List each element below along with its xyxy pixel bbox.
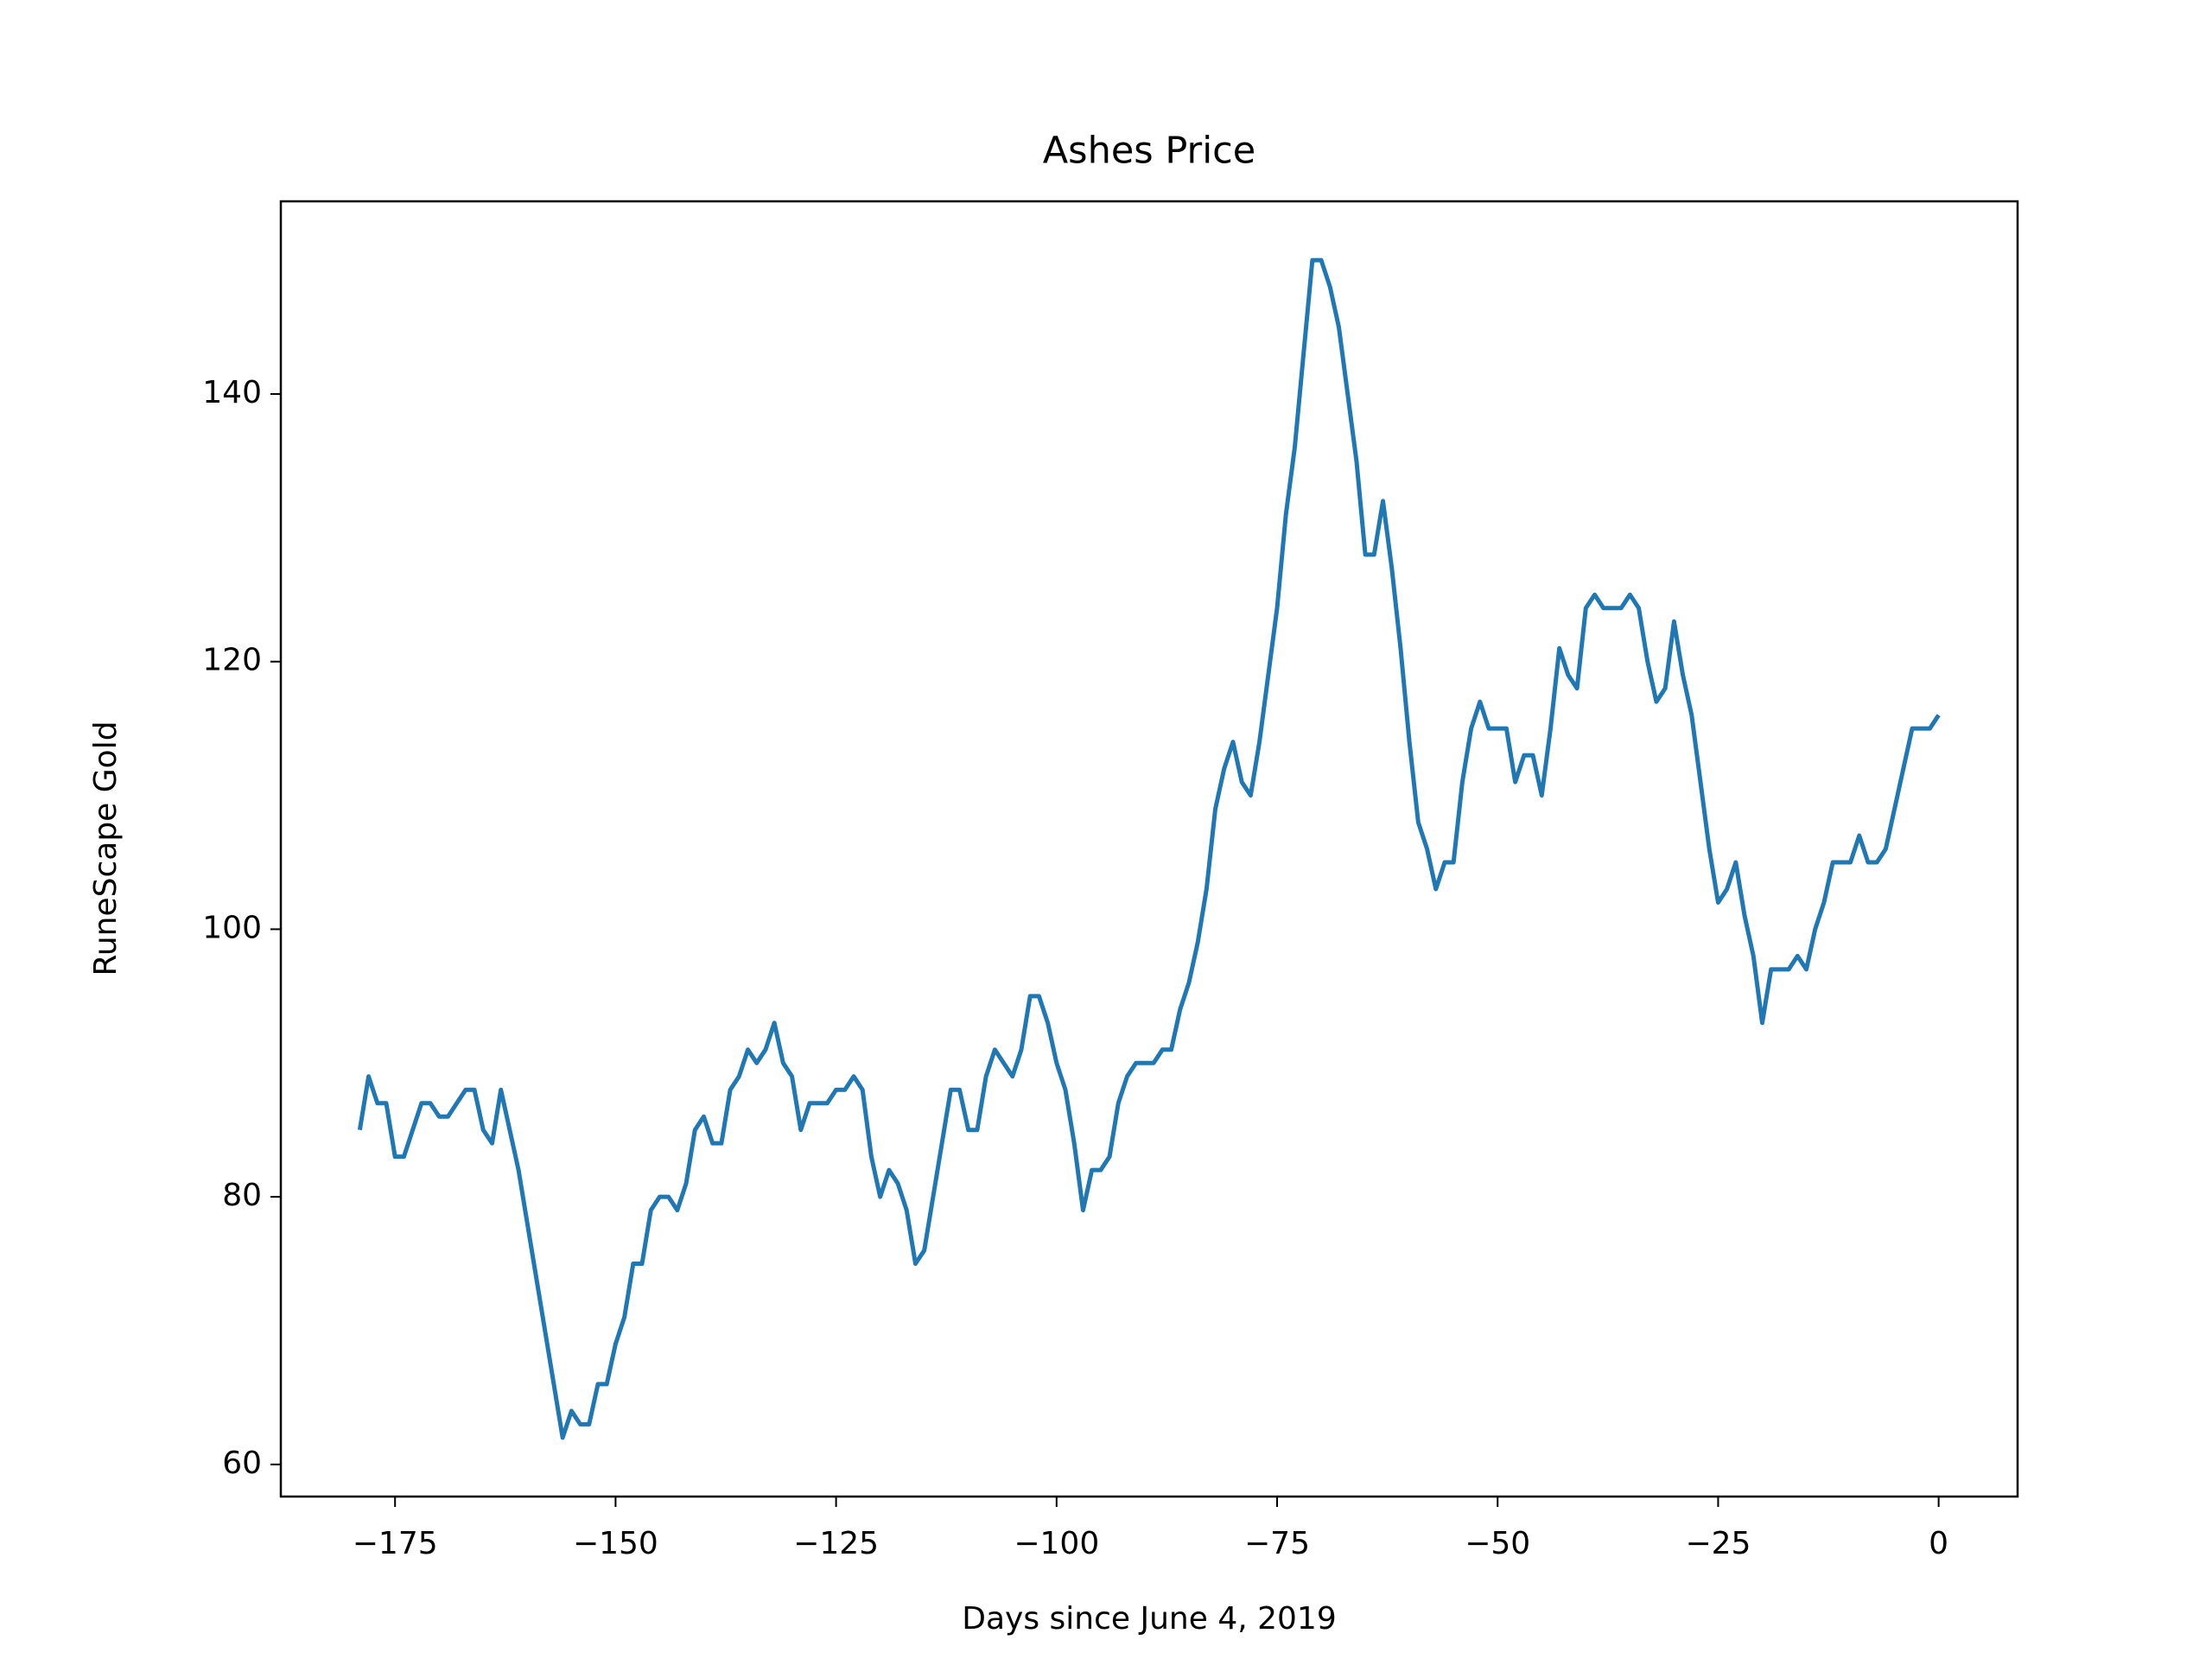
y-tick-label: 60 bbox=[222, 1446, 262, 1481]
x-tick-label: −50 bbox=[1465, 1526, 1530, 1561]
y-tick-label: 140 bbox=[202, 375, 262, 410]
x-tick-label: −175 bbox=[353, 1526, 438, 1561]
x-tick-label: −25 bbox=[1685, 1526, 1751, 1561]
y-tick-label: 80 bbox=[222, 1178, 262, 1213]
x-tick-label: −100 bbox=[1014, 1526, 1099, 1561]
x-tick-label: −150 bbox=[573, 1526, 658, 1561]
x-tick-label: −75 bbox=[1244, 1526, 1310, 1561]
y-tick-label: 120 bbox=[202, 643, 262, 678]
x-axis-label: Days since June 4, 2019 bbox=[962, 1601, 1337, 1637]
x-tick-label: −125 bbox=[793, 1526, 879, 1561]
data-line bbox=[357, 257, 1941, 1440]
x-tick-label: 0 bbox=[1929, 1526, 1948, 1561]
chart-title: Ashes Price bbox=[1043, 130, 1256, 173]
y-tick-label: 100 bbox=[202, 910, 262, 945]
plot-frame bbox=[279, 200, 2019, 1498]
y-axis-label: RuneScape Gold bbox=[88, 721, 124, 976]
